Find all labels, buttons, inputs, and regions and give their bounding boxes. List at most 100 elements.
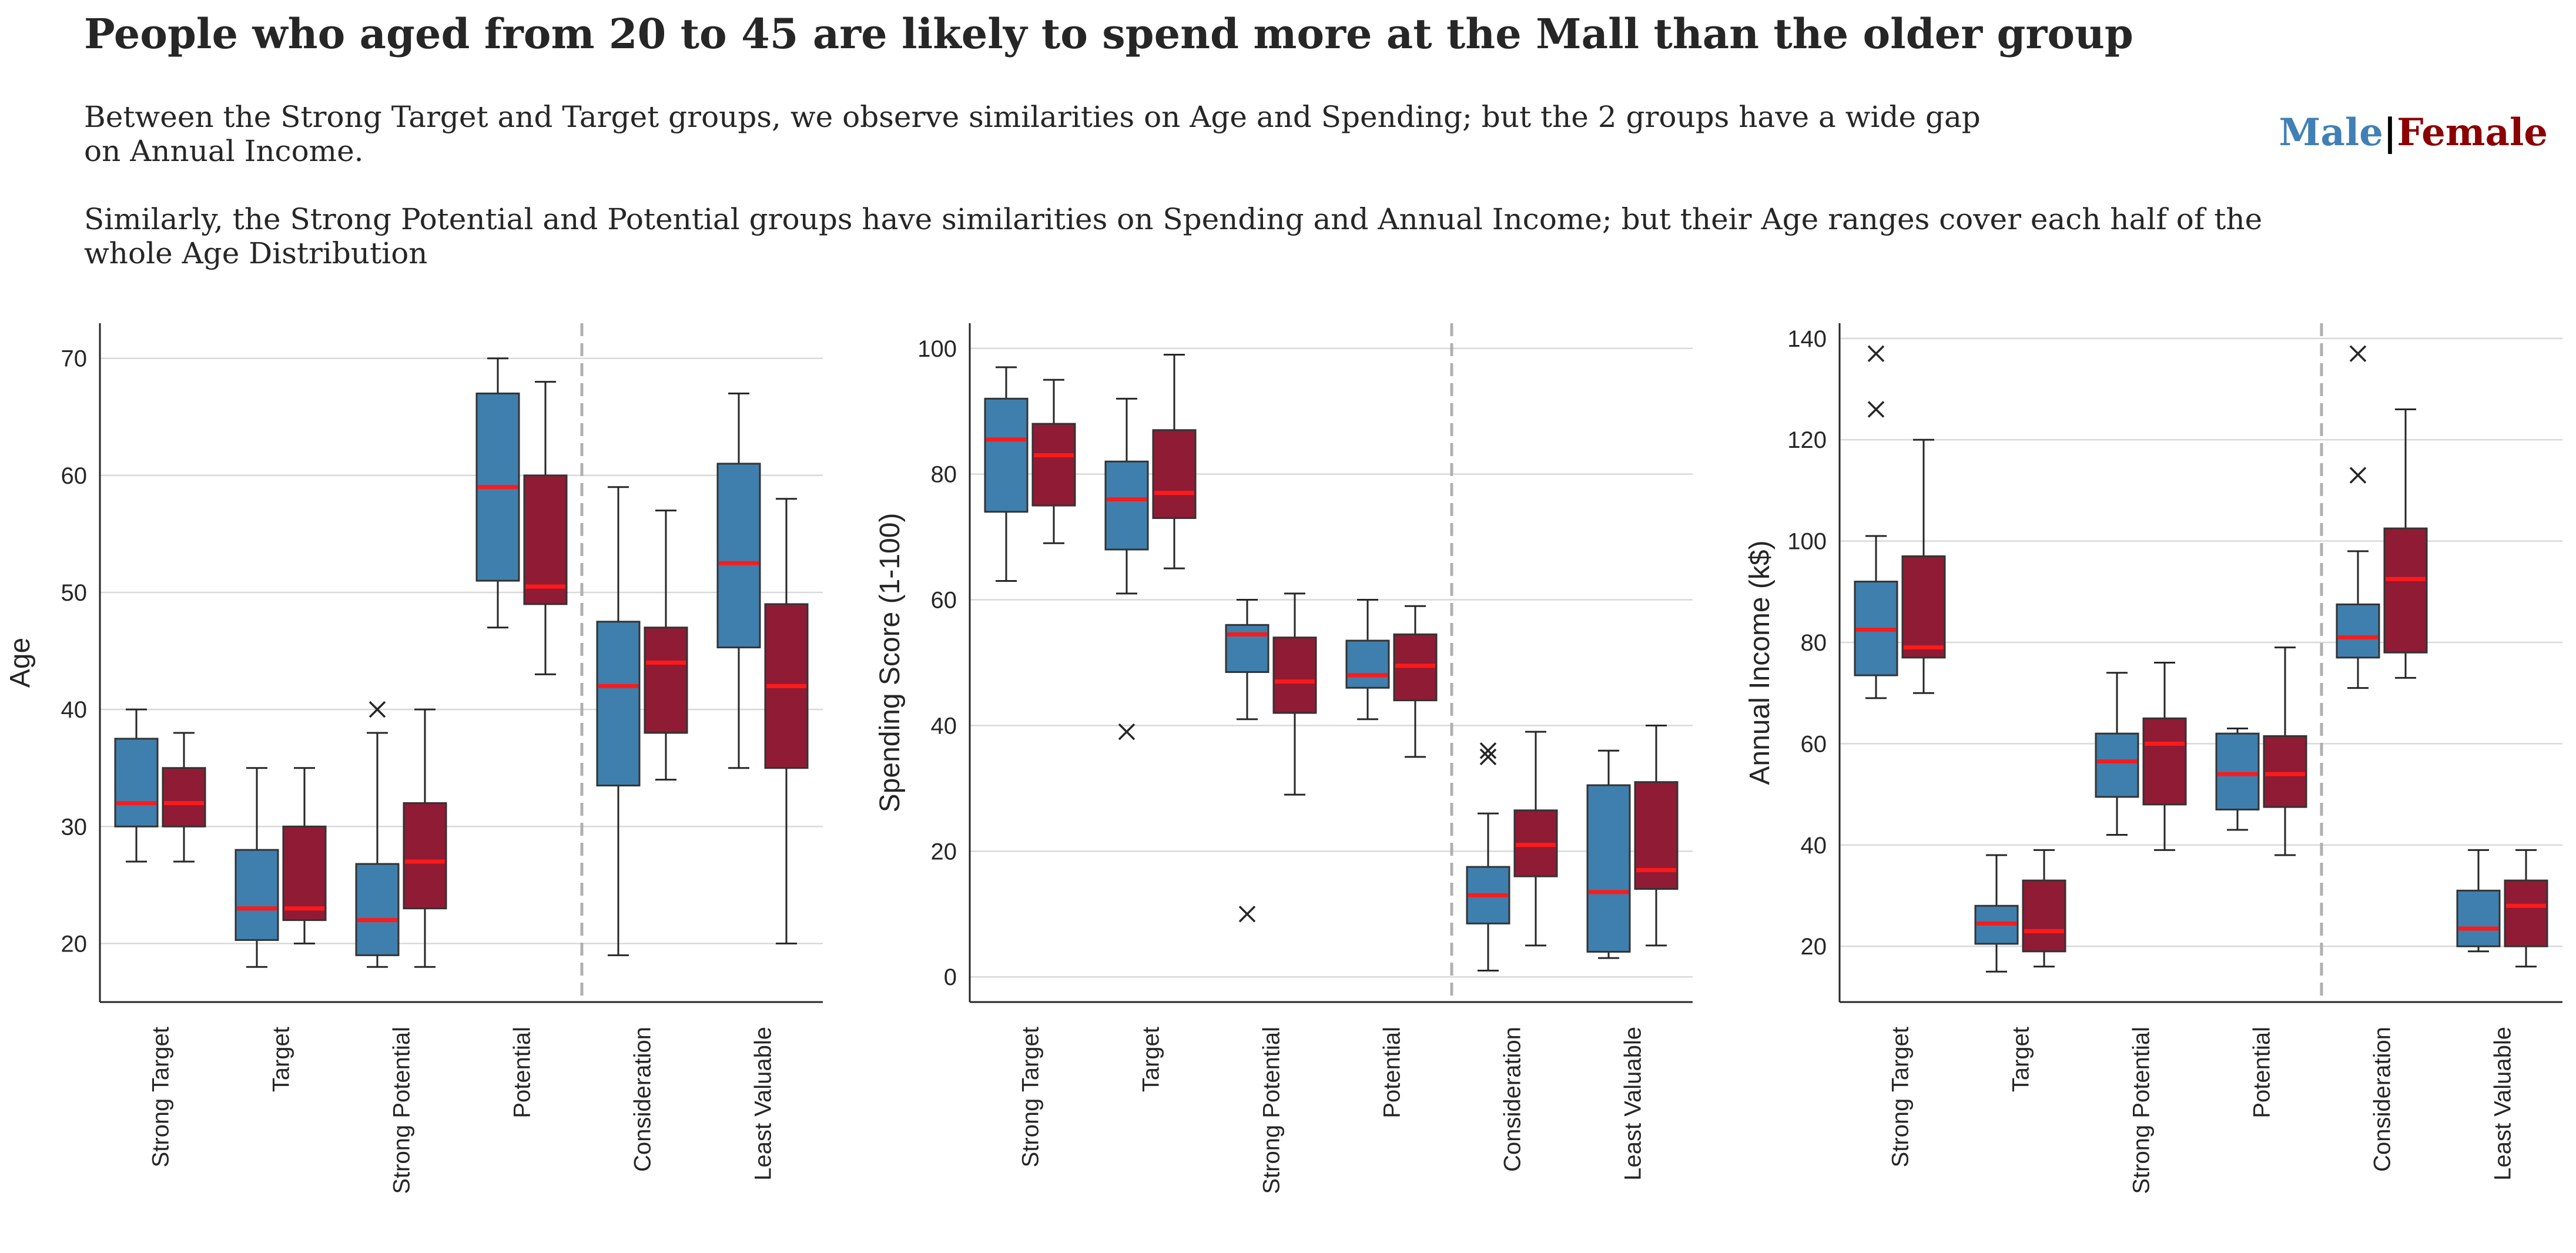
box-body — [2142, 717, 2187, 806]
box-body — [2095, 732, 2139, 798]
legend-male: Male — [2279, 110, 2383, 155]
y-tick-label: 60 — [61, 463, 88, 489]
box-body — [2215, 732, 2260, 810]
female-box — [1393, 605, 1438, 758]
box-body — [1225, 624, 1269, 674]
panel-3: 20 40 60 80 100 120 140 Annual Income (k$) Stron… — [1744, 323, 2562, 1194]
box-body — [1634, 781, 1679, 890]
male-box — [1345, 599, 1390, 721]
male-box — [596, 486, 641, 956]
y-tick-label: 100 — [917, 336, 957, 362]
subtitle-paragraph-1: Between the Strong Target and Target gro… — [84, 100, 1981, 168]
male-box — [716, 392, 761, 769]
male-box — [475, 357, 520, 629]
x-tick-label: Strong Target — [148, 1027, 174, 1167]
box-body — [1272, 636, 1317, 714]
female-box — [2142, 662, 2187, 851]
female-box — [2022, 849, 2066, 968]
box-body — [355, 863, 400, 956]
x-tick-label: Strong Potential — [389, 1027, 415, 1194]
box-body — [984, 397, 1029, 513]
x-tick-label: Least Valuable — [2490, 1027, 2516, 1181]
female-box — [764, 498, 809, 944]
box-body — [403, 802, 447, 910]
box-body — [596, 621, 641, 787]
y-tick-label: 0 — [944, 964, 957, 990]
female-box — [1901, 438, 1946, 694]
box-body — [2456, 889, 2501, 947]
box-body — [1104, 460, 1149, 551]
male-box — [2456, 849, 2501, 953]
box-body — [523, 474, 568, 605]
male-box — [2215, 728, 2260, 831]
female-box — [1634, 724, 1679, 947]
y-axis-label: Annual Income (k$) — [1744, 540, 1776, 785]
x-tick-label: Consideration — [630, 1027, 656, 1172]
y-axis-label: Spending Score (1-100) — [875, 513, 906, 813]
male-box — [1586, 749, 1631, 959]
y-tick-label: 100 — [1787, 529, 1827, 555]
x-tick-label: Least Valuable — [751, 1027, 776, 1181]
outlier-marker — [1479, 742, 1497, 759]
y-tick-label: 140 — [1787, 326, 1827, 352]
outlier-marker — [1118, 723, 1135, 741]
y-tick-label: 20 — [61, 931, 88, 957]
male-box — [1974, 854, 2019, 973]
male-box — [1854, 345, 1898, 699]
male-box — [2095, 672, 2139, 836]
y-tick-label: 40 — [61, 697, 88, 723]
box-body — [716, 463, 761, 649]
box-body — [2263, 735, 2307, 808]
chart-title: People who aged from 20 to 45 are likely… — [84, 9, 2133, 58]
x-tick-label: Consideration — [1500, 1027, 1526, 1172]
female-box — [1152, 353, 1197, 569]
y-tick-label: 80 — [931, 462, 957, 488]
male-box — [355, 701, 400, 968]
y-tick-label: 40 — [931, 713, 957, 739]
box-body — [2504, 879, 2548, 947]
x-tick-label: Consideration — [2370, 1027, 2396, 1172]
y-tick-label: 60 — [1801, 731, 1827, 757]
x-tick-label: Potential — [510, 1027, 535, 1118]
box-body — [282, 825, 327, 922]
box-body — [644, 626, 688, 734]
legend-separator: | — [2383, 110, 2397, 155]
y-tick-label: 40 — [1801, 833, 1827, 859]
y-tick-label: 60 — [931, 588, 957, 614]
y-tick-label: 30 — [61, 814, 88, 840]
x-tick-label: Target — [2008, 1027, 2034, 1092]
female-box — [282, 767, 327, 944]
female-box — [1031, 378, 1076, 544]
panel-2: 0 20 40 60 80 100 Spending Score (1-100) Strong… — [875, 323, 1693, 1194]
box-body — [235, 849, 279, 941]
male-box — [1104, 397, 1149, 741]
box-body — [114, 738, 159, 827]
male-box — [114, 708, 159, 863]
x-tick-label: Least Valuable — [1620, 1027, 1646, 1181]
female-box — [523, 381, 568, 675]
male-box — [1466, 742, 1510, 972]
subtitle-paragraph-2: Similarly, the Strong Potential and Pote… — [84, 202, 2263, 270]
box-body — [1901, 555, 1946, 659]
x-tick-label: Potential — [1379, 1027, 1405, 1118]
y-tick-label: 80 — [1801, 630, 1827, 656]
female-box — [1272, 592, 1317, 796]
female-box — [1513, 731, 1558, 947]
box-body — [1152, 429, 1197, 520]
box-body — [1031, 423, 1076, 507]
outlier-marker — [1867, 345, 1885, 362]
female-box — [2263, 646, 2307, 856]
outlier-marker — [369, 701, 386, 718]
legend-female: Female — [2397, 110, 2548, 155]
x-tick-label: Strong Target — [1888, 1027, 1914, 1167]
box-body — [162, 767, 206, 827]
y-tick-label: 20 — [1801, 934, 1827, 960]
outlier-marker — [1238, 906, 1256, 923]
box-body — [1345, 639, 1390, 689]
box-body — [2022, 879, 2066, 953]
male-box — [2336, 345, 2380, 689]
x-tick-label: Strong Target — [1018, 1027, 1044, 1167]
x-tick-label: Strong Potential — [2129, 1027, 2155, 1194]
box-body — [2383, 527, 2428, 654]
panel-1: 20 30 40 50 60 70 Age Strong Target Target Strong… — [5, 323, 823, 1194]
